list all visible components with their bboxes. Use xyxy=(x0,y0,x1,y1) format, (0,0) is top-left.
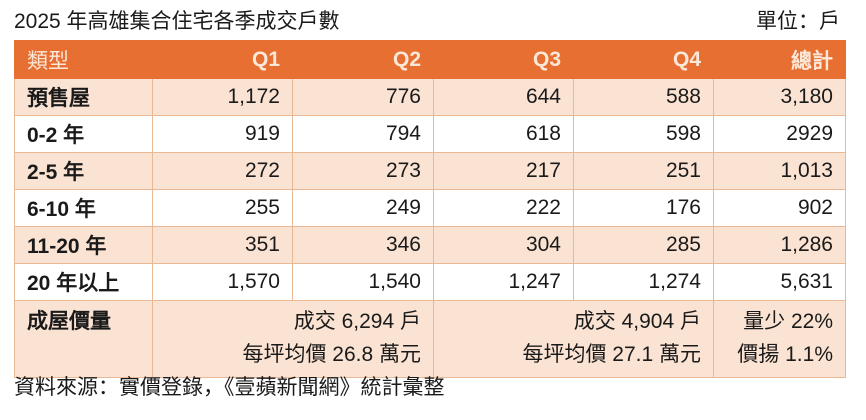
cell-q2: 1,540 xyxy=(292,263,434,301)
row-label: 11-20 年 xyxy=(14,226,153,264)
header-type: 類型 xyxy=(14,40,153,79)
summary-h1-volume: 成交 6,294 戶 xyxy=(293,310,421,333)
summary-label: 成屋價量 xyxy=(14,300,153,378)
cell-q1: 1,172 xyxy=(152,78,293,116)
row-label: 20 年以上 xyxy=(14,263,153,301)
summary-second-half: 成交 4,904 戶 每坪均價 27.1 萬元 xyxy=(433,300,714,378)
header-q3: Q3 xyxy=(433,40,574,79)
cell-q4: 251 xyxy=(573,152,714,190)
cell-total: 5,631 xyxy=(713,263,846,301)
cell-q2: 273 xyxy=(292,152,434,190)
header-q2: Q2 xyxy=(292,40,434,79)
cell-q1: 919 xyxy=(152,115,293,153)
transactions-table: 類型 Q1 Q2 Q3 Q4 總計 預售屋 1,172 776 644 588 … xyxy=(14,40,846,378)
cell-q2: 794 xyxy=(292,115,434,153)
row-label: 2-5 年 xyxy=(14,152,153,190)
header-q4: Q4 xyxy=(573,40,714,79)
cell-total: 1,013 xyxy=(713,152,846,190)
cell-q4: 176 xyxy=(573,189,714,227)
cell-q3: 644 xyxy=(433,78,574,116)
cell-q1: 255 xyxy=(152,189,293,227)
cell-total: 2929 xyxy=(713,115,846,153)
header-total: 總計 xyxy=(713,40,846,79)
summary-h2-price: 每坪均價 27.1 萬元 xyxy=(522,343,701,366)
summary-h2-volume: 成交 4,904 戶 xyxy=(573,310,701,333)
cell-q3: 1,247 xyxy=(433,263,574,301)
cell-q4: 285 xyxy=(573,226,714,264)
cell-q4: 588 xyxy=(573,78,714,116)
cell-q4: 598 xyxy=(573,115,714,153)
cell-q2: 346 xyxy=(292,226,434,264)
header-q1: Q1 xyxy=(152,40,293,79)
cell-q3: 222 xyxy=(433,189,574,227)
cell-total: 1,286 xyxy=(713,226,846,264)
table-title: 2025 年高雄集合住宅各季成交戶數 xyxy=(14,10,340,33)
table-row: 0-2 年 919 794 618 598 2929 xyxy=(14,115,846,153)
cell-q1: 272 xyxy=(152,152,293,190)
summary-row: 成屋價量 成交 6,294 戶 每坪均價 26.8 萬元 成交 4,904 戶 … xyxy=(14,300,846,378)
row-label: 預售屋 xyxy=(14,78,153,116)
table-row: 6-10 年 255 249 222 176 902 xyxy=(14,189,846,227)
cell-q3: 618 xyxy=(433,115,574,153)
cell-q4: 1,274 xyxy=(573,263,714,301)
summary-first-half: 成交 6,294 戶 每坪均價 26.8 萬元 xyxy=(152,300,434,378)
cell-q3: 217 xyxy=(433,152,574,190)
table-row: 2-5 年 272 273 217 251 1,013 xyxy=(14,152,846,190)
source-note: 資料來源：實價登錄，《壹蘋新聞網》統計彙整 xyxy=(14,376,445,399)
unit-label: 單位：戶 xyxy=(756,10,840,33)
header-row: 類型 Q1 Q2 Q3 Q4 總計 xyxy=(14,40,846,79)
summary-price-change: 價揚 1.1% xyxy=(737,343,833,366)
row-label: 6-10 年 xyxy=(14,189,153,227)
row-label: 0-2 年 xyxy=(14,115,153,153)
table-row: 預售屋 1,172 776 644 588 3,180 xyxy=(14,78,846,116)
summary-h1-price: 每坪均價 26.8 萬元 xyxy=(242,343,421,366)
table-row: 20 年以上 1,570 1,540 1,247 1,274 5,631 xyxy=(14,263,846,301)
summary-volume-change: 量少 22% xyxy=(743,310,833,333)
cell-q2: 776 xyxy=(292,78,434,116)
cell-q1: 1,570 xyxy=(152,263,293,301)
table-row: 11-20 年 351 346 304 285 1,286 xyxy=(14,226,846,264)
cell-q1: 351 xyxy=(152,226,293,264)
cell-q2: 249 xyxy=(292,189,434,227)
cell-total: 902 xyxy=(713,189,846,227)
summary-change: 量少 22% 價揚 1.1% xyxy=(713,300,846,378)
cell-q3: 304 xyxy=(433,226,574,264)
cell-total: 3,180 xyxy=(713,78,846,116)
